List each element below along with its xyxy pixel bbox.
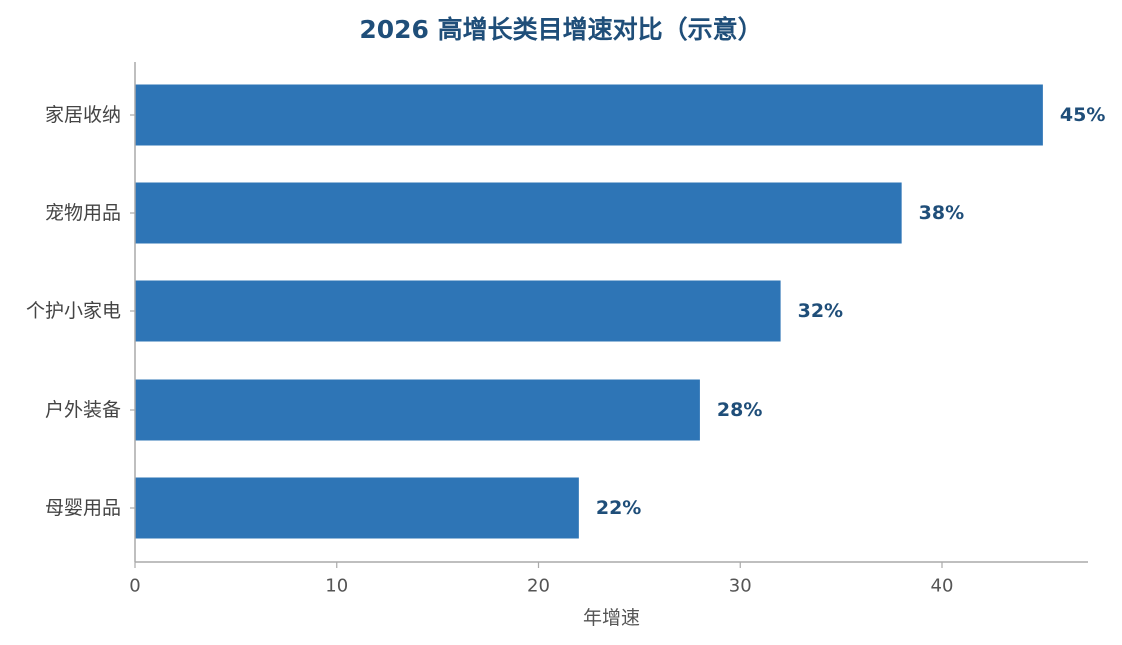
bar-2 <box>135 182 902 244</box>
data-label-3: 32% <box>798 300 843 322</box>
category-label-5: 母婴用品 <box>45 497 121 519</box>
data-label-1: 45% <box>1060 104 1105 126</box>
x-tick-label-5: 40 <box>931 576 954 597</box>
category-label-4: 户外装备 <box>45 399 121 421</box>
x-tick-label-1: 0 <box>129 576 140 597</box>
x-axis-title: 年增速 <box>583 607 640 629</box>
category-label-2: 宠物用品 <box>45 202 121 224</box>
bar-1 <box>135 84 1043 146</box>
x-tick-label-3: 20 <box>527 576 550 597</box>
bar-3 <box>135 280 781 342</box>
bar-4 <box>135 379 700 441</box>
category-label-3: 个护小家电 <box>26 300 121 322</box>
x-tick-label-2: 10 <box>325 576 348 597</box>
chart-title: 2026 高增长类目增速对比（示意） <box>359 15 763 44</box>
data-label-4: 28% <box>717 399 762 421</box>
category-label-1: 家居收纳 <box>45 104 121 126</box>
x-tick-label-4: 30 <box>729 576 752 597</box>
data-label-5: 22% <box>596 497 641 519</box>
data-label-2: 38% <box>919 202 964 224</box>
bar-5 <box>135 477 579 539</box>
